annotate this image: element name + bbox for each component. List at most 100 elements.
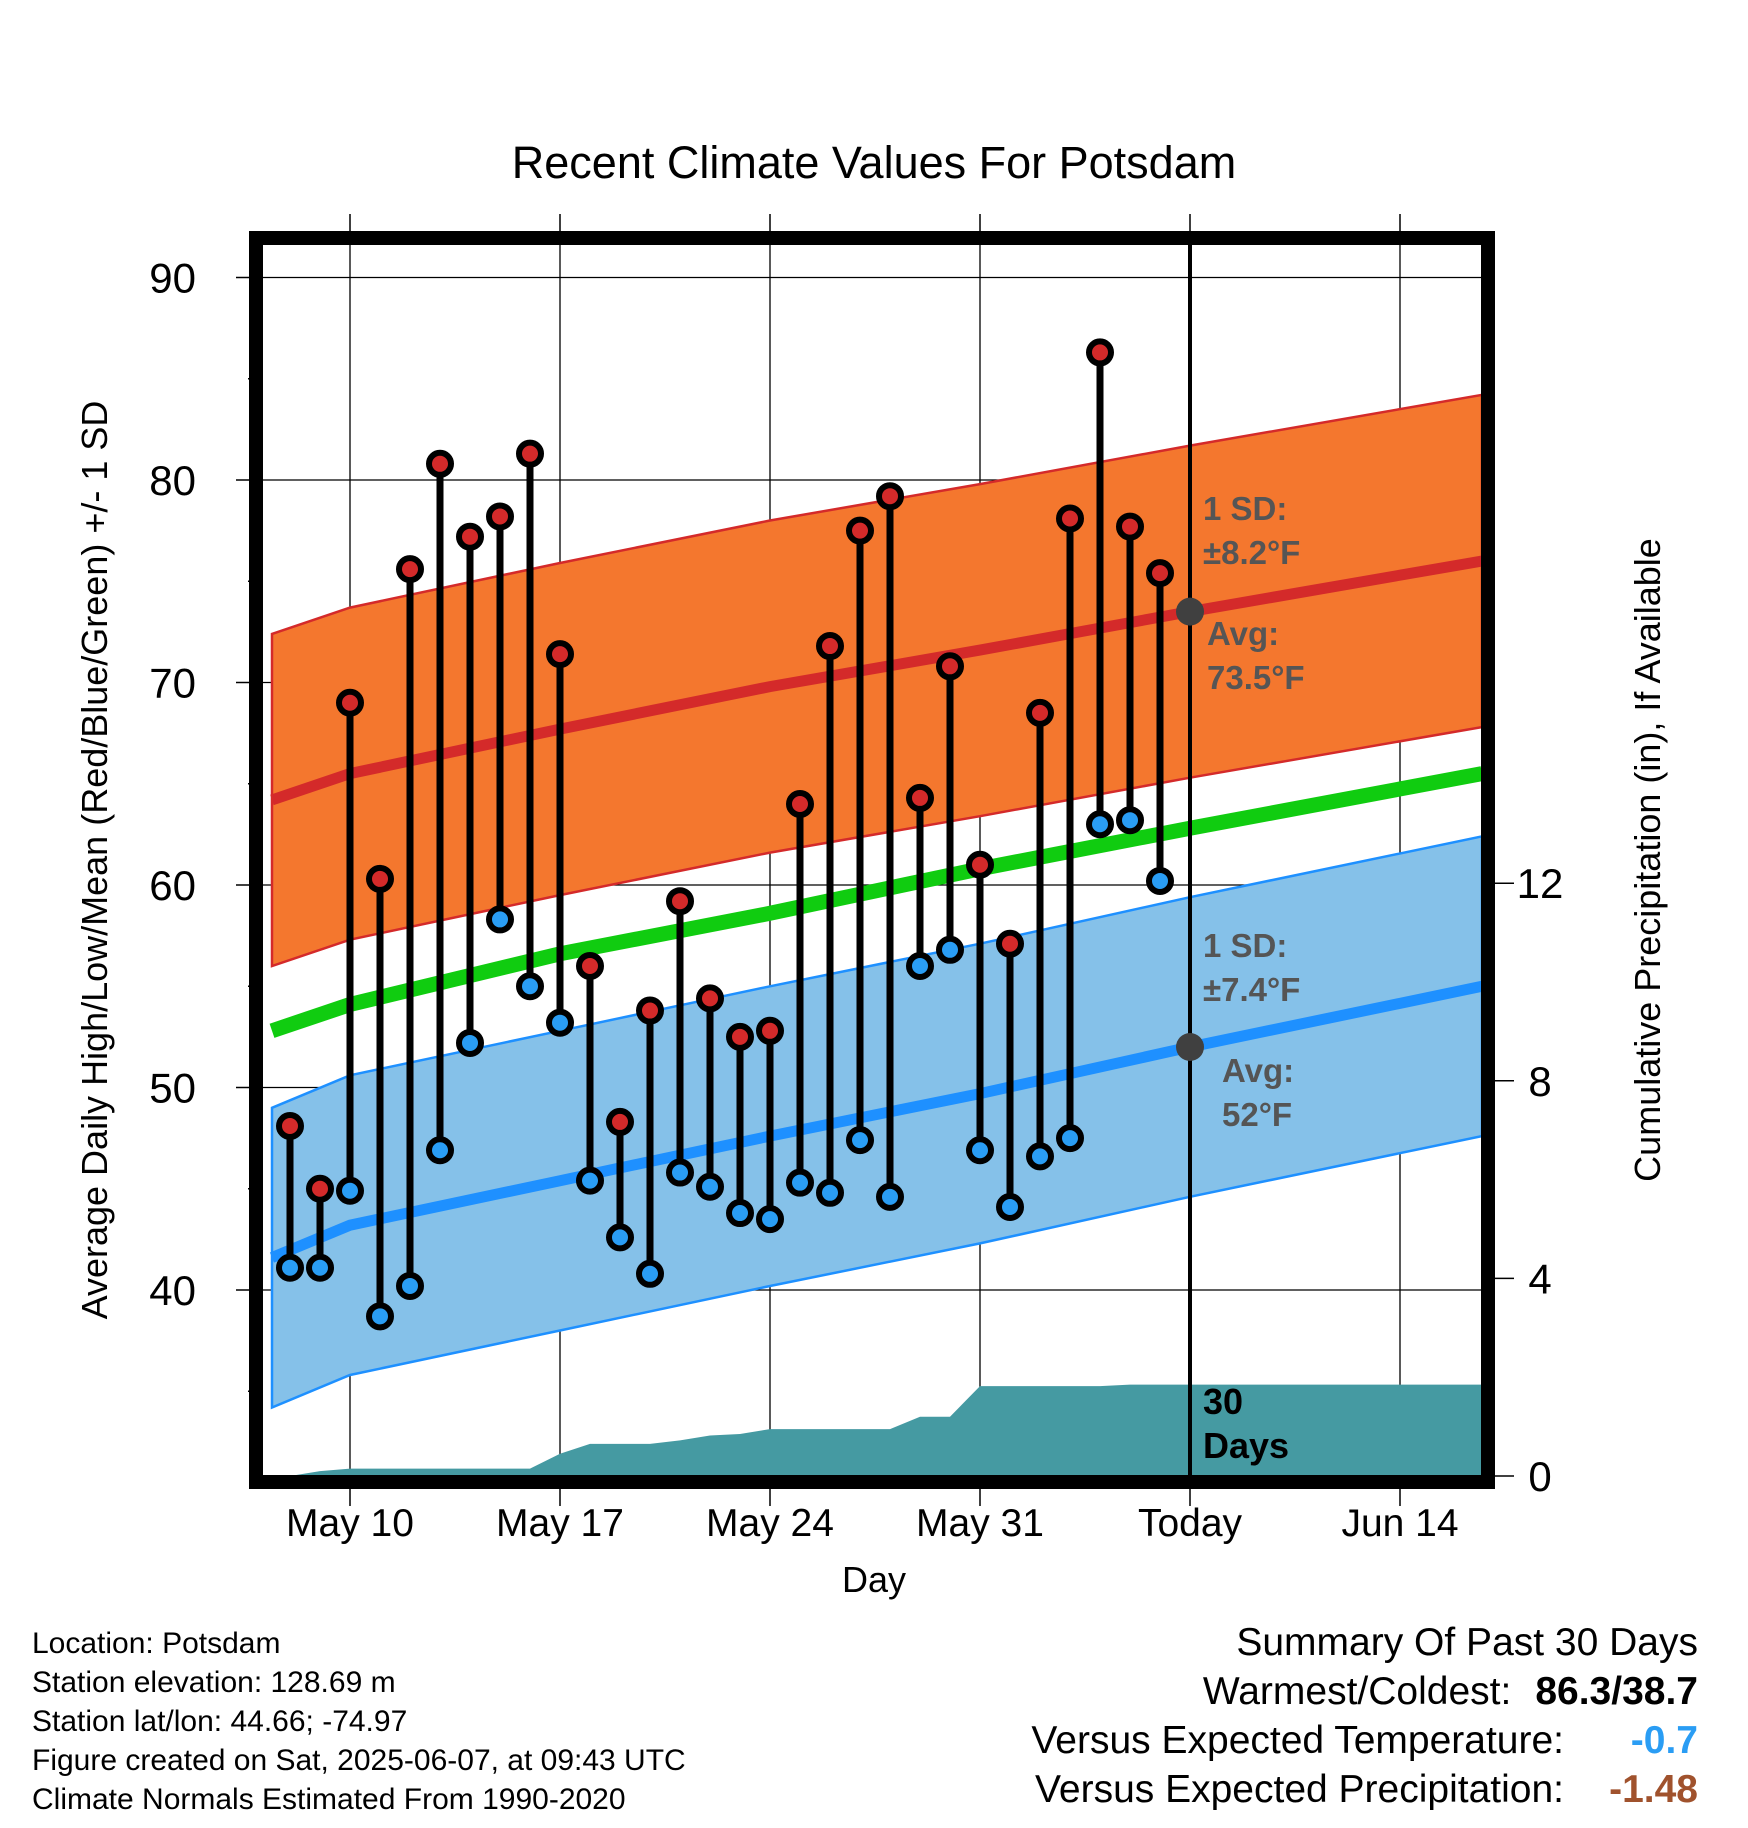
x-tick-label: May 24 <box>706 1502 834 1545</box>
low-sd-band <box>270 835 1482 1410</box>
days-label-count: 30 <box>1203 1381 1243 1422</box>
daily-low-point <box>666 1158 694 1187</box>
high-avg-value: 73.5°F <box>1207 659 1305 696</box>
daily-high-point <box>996 929 1024 958</box>
precipitation-area <box>290 1384 1482 1476</box>
high-avg-label: Avg: <box>1207 615 1279 652</box>
daily-low-point <box>636 1259 664 1288</box>
daily-low-point <box>996 1192 1024 1221</box>
daily-low-point <box>1146 866 1174 895</box>
daily-high-point <box>786 790 814 818</box>
daily-low-point <box>966 1136 994 1165</box>
y2-tick-label: 12 <box>1517 860 1564 907</box>
daily-low-point <box>366 1302 394 1331</box>
daily-high-point <box>666 887 694 916</box>
days-label-word: Days <box>1203 1425 1289 1466</box>
normals-text: Climate Normals Estimated From 1990-2020 <box>32 1783 626 1816</box>
daily-high-point <box>1026 698 1054 727</box>
chart-title: Recent Climate Values For Potsdam <box>512 137 1236 188</box>
daily-low-point <box>816 1178 844 1207</box>
precip-label: Versus Expected Precipitation: <box>1035 1768 1564 1811</box>
daily-low-point <box>906 952 934 980</box>
y2-tick-label: 0 <box>1528 1453 1551 1500</box>
plot-area: 1 SD: ±8.2°F Avg: 73.5°F 1 SD: ±7.4°F Avg: 52°F… <box>149 214 1563 1545</box>
low-sd-label: 1 SD: <box>1203 927 1287 964</box>
daily-high-point <box>486 502 514 531</box>
elevation-text: Station elevation: 128.69 m <box>32 1666 396 1699</box>
daily-low-point <box>486 905 514 934</box>
daily-low-point <box>726 1199 754 1228</box>
daily-high-point <box>726 1022 754 1051</box>
high-sd-value: ±8.2°F <box>1203 534 1300 571</box>
location-text: Location: Potsdam <box>32 1627 281 1660</box>
daily-high-point <box>816 632 844 661</box>
daily-low-point <box>546 1008 574 1037</box>
x-axis-label: Day <box>842 1559 906 1600</box>
y-tick-label: 90 <box>149 255 196 302</box>
y-tick-label: 50 <box>149 1065 196 1112</box>
daily-low-point <box>786 1168 814 1197</box>
y2-tick-label: 8 <box>1528 1058 1551 1105</box>
plot-frame <box>249 231 1495 1489</box>
daily-low-point <box>306 1253 334 1282</box>
daily-low-point <box>576 1166 604 1195</box>
latlon-text: Station lat/lon: 44.66; -74.97 <box>32 1705 408 1738</box>
y-tick-label: 40 <box>149 1267 196 1314</box>
station-info: Location: Potsdam Station elevation: 128… <box>32 1624 686 1819</box>
daily-low-point <box>876 1182 904 1211</box>
low-average-marker <box>1176 1033 1204 1061</box>
warm-cold-label: Warmest/Coldest: <box>1202 1670 1512 1713</box>
daily-high-point <box>306 1174 334 1203</box>
daily-low-point <box>1026 1142 1054 1171</box>
daily-high-point <box>1146 559 1174 588</box>
precip-row: Versus Expected Precipitation: -1.48 <box>1031 1765 1698 1814</box>
daily-high-point <box>1116 512 1144 541</box>
daily-high-point <box>1086 338 1114 367</box>
y-axis-label: Average Daily High/Low/Mean (Red/Blue/Gr… <box>74 401 115 1320</box>
climate-chart: Recent Climate Values For Potsdam 1 SD: ±… <box>74 137 1668 1600</box>
daily-low-point <box>1056 1124 1084 1153</box>
x-tick-label: Today <box>1138 1502 1243 1545</box>
precip-value: -1.48 <box>1609 1768 1698 1811</box>
y-tick-label: 70 <box>149 660 196 707</box>
low-sd-value: ±7.4°F <box>1203 971 1300 1008</box>
temp-row: Versus Expected Temperature: -0.7 <box>1031 1716 1698 1765</box>
low-avg-label: Avg: <box>1222 1052 1294 1089</box>
temp-value: -0.7 <box>1630 1719 1698 1762</box>
plot-content <box>269 393 1482 1476</box>
daily-high-point <box>456 522 484 551</box>
daily-low-point <box>606 1223 634 1252</box>
daily-high-point <box>336 688 364 717</box>
high-sd-band <box>270 393 1482 968</box>
x-tick-label: Jun 14 <box>1341 1502 1458 1545</box>
daily-high-point <box>606 1107 634 1136</box>
high-average-marker <box>1176 597 1204 626</box>
daily-low-point <box>756 1205 784 1234</box>
y2-tick-label: 4 <box>1528 1255 1551 1302</box>
daily-high-point <box>516 439 544 468</box>
daily-high-point <box>576 952 604 980</box>
y2-axis-label: Cumulative Precipitation (in), If Availa… <box>1627 538 1668 1182</box>
summary-panel: Summary Of Past 30 Days Warmest/Coldest:… <box>1031 1618 1698 1814</box>
y-tick-label: 80 <box>149 457 196 504</box>
daily-low-point <box>426 1136 454 1165</box>
daily-high-point <box>426 449 454 478</box>
x-tick-label: May 17 <box>496 1502 624 1545</box>
daily-low-point <box>1086 810 1114 839</box>
daily-high-point <box>396 555 424 584</box>
daily-low-point <box>456 1028 484 1057</box>
y-tick-label: 60 <box>149 862 196 909</box>
daily-low-point <box>1116 806 1144 835</box>
daily-high-point <box>546 640 574 669</box>
daily-high-point <box>1056 504 1084 533</box>
low-avg-value: 52°F <box>1222 1096 1292 1133</box>
daily-high-point <box>846 516 874 545</box>
x-tick-label: May 31 <box>916 1502 1044 1545</box>
daily-high-point <box>936 652 964 681</box>
daily-high-point <box>696 984 724 1013</box>
daily-low-point <box>396 1271 424 1300</box>
daily-low-point <box>846 1126 874 1155</box>
warm-cold-value: 86.3/38.7 <box>1535 1670 1698 1713</box>
x-tick-label: May 10 <box>286 1502 414 1545</box>
daily-high-point <box>876 482 904 511</box>
